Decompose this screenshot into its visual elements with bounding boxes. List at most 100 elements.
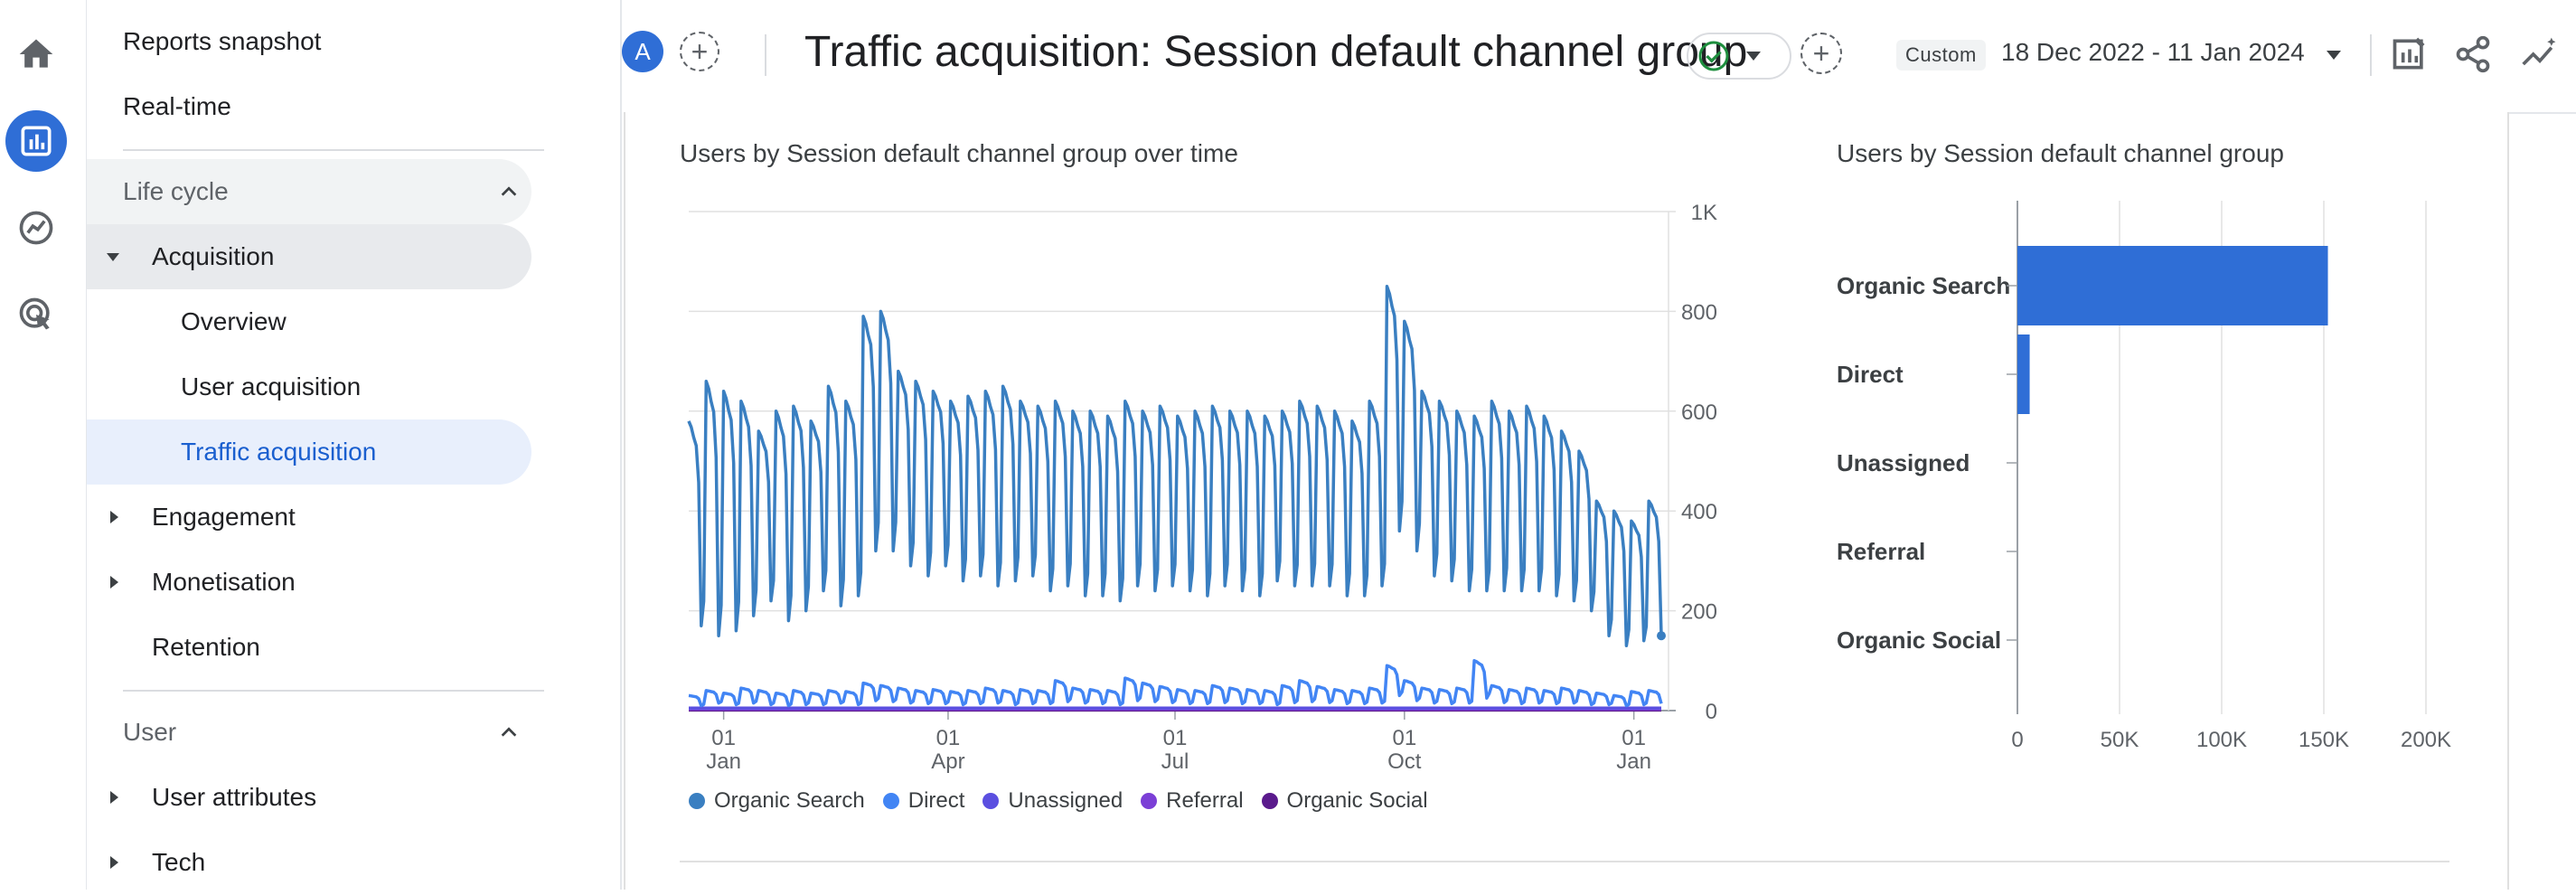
chevron-up-icon: [501, 727, 517, 737]
x-tick-label: 0: [2011, 728, 2023, 752]
line-chart-title: Users by Session default channel group o…: [680, 139, 1238, 167]
section-label: User: [123, 718, 177, 746]
sidebar-item-user-acquisition[interactable]: User acquisition: [181, 354, 361, 419]
sidebar-item-label: User acquisition: [181, 372, 362, 400]
explore-icon[interactable]: [5, 197, 67, 259]
bar-category-label: Direct: [1837, 361, 1904, 388]
y-tick-label: 1K: [1691, 201, 1717, 225]
add-comparison-icon[interactable]: +: [680, 32, 719, 71]
divider: [123, 149, 544, 151]
date-range[interactable]: 18 Dec 2022 - 11 Jan 2024: [2001, 38, 2305, 66]
report-card: [624, 112, 2509, 890]
check-circle-icon: [1698, 41, 1729, 71]
chevron-down-icon: [1746, 52, 1761, 61]
legend-label: Unassigned: [1008, 788, 1123, 813]
x-tick-label: Jan: [1616, 749, 1651, 774]
divider: [2370, 34, 2372, 76]
sidebar-item-monetisation[interactable]: Monetisation: [87, 550, 531, 615]
left-rail: [0, 0, 88, 890]
advertising-icon[interactable]: [5, 284, 67, 345]
legend-label: Organic Social: [1286, 788, 1428, 813]
bar-organic-search: [2017, 246, 2328, 325]
bar-category-label: Organic Search: [1837, 272, 2010, 299]
x-tick-label: 01: [1622, 726, 1646, 750]
x-tick-label: Apr: [931, 749, 964, 774]
sidebar-item-label: Tech: [152, 848, 206, 876]
sidebar-item-retention[interactable]: Retention: [152, 615, 260, 680]
section-lifecycle[interactable]: Life cycle: [87, 159, 531, 224]
reports-icon[interactable]: [5, 110, 67, 172]
legend-direct[interactable]: Direct: [882, 788, 965, 814]
legend-organic-social[interactable]: Organic Social: [1261, 788, 1428, 814]
legend-referral[interactable]: Referral: [1141, 788, 1244, 814]
comparison-avatar[interactable]: A: [622, 31, 663, 72]
sidebar-item-acquisition[interactable]: Acquisition: [87, 224, 531, 289]
insights-icon[interactable]: [2520, 34, 2560, 74]
legend-label: Referral: [1166, 788, 1244, 813]
sidebar-item-reports-snapshot[interactable]: Reports snapshot: [123, 9, 321, 74]
sidebar-item-realtime[interactable]: Real-time: [123, 74, 231, 139]
sidebar-item-label: Monetisation: [152, 568, 296, 596]
home-icon[interactable]: [5, 24, 67, 85]
legend-organic-search[interactable]: Organic Search: [689, 788, 865, 814]
x-tick-label: 150K: [2299, 728, 2349, 752]
legend-label: Organic Search: [714, 788, 865, 813]
series-line-organic-search: [687, 285, 1663, 647]
sidebar-item-user-attributes[interactable]: User attributes: [87, 765, 531, 830]
sidebar-item-label: User attributes: [152, 783, 317, 811]
bar-category-label: Referral: [1837, 538, 1925, 565]
x-tick-label: Oct: [1387, 749, 1422, 774]
legend-unassigned[interactable]: Unassigned: [982, 788, 1123, 814]
sidebar-item-overview[interactable]: Overview: [181, 289, 287, 354]
caret-right-icon: [110, 791, 118, 804]
x-tick-label: Jan: [706, 749, 741, 774]
page-title: Traffic acquisition: Session default cha…: [804, 28, 1748, 76]
add-report-icon[interactable]: +: [1800, 33, 1842, 74]
report-status-button[interactable]: [1687, 33, 1791, 80]
customize-report-icon[interactable]: [2390, 34, 2430, 74]
chart-legend: Organic Search Direct Unassigned Referra…: [689, 788, 1428, 814]
x-tick-label: Jul: [1161, 749, 1189, 774]
sidebar-item-traffic-acquisition[interactable]: Traffic acquisition: [87, 419, 531, 485]
bar-category-label: Unassigned: [1837, 449, 1970, 476]
x-tick-label: 01: [1163, 726, 1188, 750]
x-tick-label: 01: [711, 726, 736, 750]
date-dropdown-icon[interactable]: [2327, 51, 2341, 60]
sidebar-item-label: Real-time: [123, 92, 231, 120]
divider: [123, 690, 544, 692]
sidebar-item-label: Overview: [181, 307, 287, 335]
sidebar-item-engagement[interactable]: Engagement: [87, 485, 531, 550]
y-tick-label: 200: [1681, 600, 1717, 625]
x-tick-label: 01: [1392, 726, 1416, 750]
y-tick-label: 400: [1681, 500, 1717, 524]
y-tick-label: 0: [1706, 700, 1717, 724]
bar-chart[interactable]: 0 50K 100K 150K 200K Organic Search Direct Unas…: [1826, 190, 2477, 768]
y-tick-label: 600: [1681, 400, 1717, 425]
legend-dot: [982, 793, 1000, 809]
caret-right-icon: [110, 511, 118, 523]
sidebar-item-tech[interactable]: Tech: [87, 830, 531, 895]
y-tick-label: 800: [1681, 300, 1717, 325]
legend-dot: [1261, 793, 1278, 809]
sidebar-item-label: Reports snapshot: [123, 27, 322, 55]
sidebar-item-label: Traffic acquisition: [181, 438, 377, 466]
series-line-direct: [688, 659, 1663, 708]
share-icon[interactable]: [2453, 34, 2493, 74]
bar-chart-title: Users by Session default channel group: [1837, 139, 2284, 167]
sidebar-item-label: Engagement: [152, 503, 296, 531]
custom-badge: Custom: [1896, 40, 1986, 71]
legend-dot: [1141, 793, 1158, 809]
section-label: Life cycle: [123, 177, 229, 205]
section-user[interactable]: User: [87, 700, 531, 765]
series-end-point: [1657, 631, 1666, 641]
legend-label: Direct: [907, 788, 965, 813]
legend-dot: [689, 793, 705, 809]
divider: [765, 34, 766, 76]
sidebar-item-label: Retention: [152, 633, 260, 661]
sidebar-nav: Reports snapshot Real-time Life cycle Ac…: [87, 0, 622, 890]
chevron-up-icon: [501, 186, 517, 196]
caret-down-icon: [107, 252, 119, 261]
caret-right-icon: [110, 856, 118, 869]
bar-category-label: Organic Social: [1837, 626, 2001, 654]
